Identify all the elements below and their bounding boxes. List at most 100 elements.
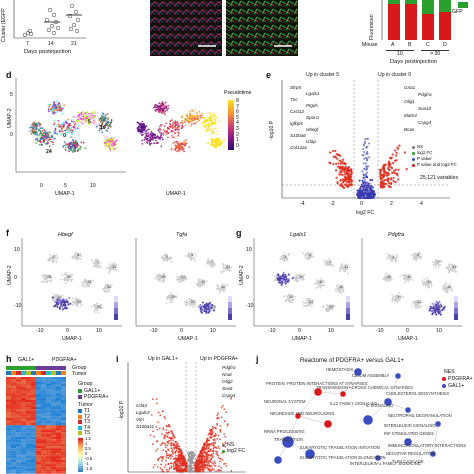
j-term: TRANSMISSION ACROSS CHEMICAL SYNAPSES xyxy=(316,385,413,390)
cluster-label-10: 10 xyxy=(100,125,106,131)
e-gene-right: Bcan xyxy=(404,127,415,132)
pseudotime-tick: 2 xyxy=(236,131,239,138)
h-col-pdgfra: PDGFRA+ xyxy=(52,357,77,363)
f-xlabel-2: UMAP-1 xyxy=(178,336,198,342)
svg-text:22: 22 xyxy=(417,299,422,304)
e-gene-right: Matn4 xyxy=(404,113,417,118)
g-gene1: Lgals1 xyxy=(290,232,307,238)
tick-x-f: -10 xyxy=(36,328,44,334)
mouse-label: Mouse xyxy=(362,42,378,48)
group-30-bar xyxy=(421,50,449,51)
cluster-label-0: 0 xyxy=(63,133,66,139)
panel-label-f: f xyxy=(6,228,9,238)
svg-text:13: 13 xyxy=(201,279,206,284)
h-legend-group-title: Group xyxy=(78,381,93,387)
tick-y-f: 10 xyxy=(14,247,20,253)
e-legend-dot xyxy=(412,158,415,161)
h-scale-tick: 1.5 xyxy=(85,436,91,441)
i-ylabel: -log10 P xyxy=(119,400,125,420)
j-network xyxy=(273,367,442,465)
panel-c-xlabel: Days postinjection xyxy=(390,59,438,65)
e-gene-right: Cspg4 xyxy=(418,120,432,125)
j-term: TLR4 CASCADE xyxy=(392,459,424,464)
i-gene-right: Cspg4 xyxy=(222,393,236,398)
bar-gfp-B xyxy=(405,0,417,4)
pseudotime-legend-title: Pseudotime xyxy=(224,90,252,96)
j-term: NEGATIVE REGULATION xyxy=(386,451,435,456)
panel-c-ylabel: Fluorescen xyxy=(369,14,375,40)
svg-text:1: 1 xyxy=(392,254,395,259)
tick-x-f: 10 xyxy=(96,328,102,334)
legend-gfp-swatch xyxy=(458,2,468,8)
cluster-label-5: 5 xyxy=(88,119,91,125)
h-scale-tick: 1 xyxy=(85,441,88,446)
svg-text:7: 7 xyxy=(437,259,440,264)
j-nes-gal1: GAL1+ xyxy=(448,383,465,389)
j-term: INF STIMULATED GENES xyxy=(384,431,434,436)
tick-x-g2: 10 xyxy=(436,328,442,334)
j-term: EUKARYOTIC TRANSLATION ELONGATION xyxy=(300,455,386,460)
j-nes-gal1-dot xyxy=(442,384,446,388)
i-gene-left: Lgals3 xyxy=(136,410,150,415)
panel-label-d: d xyxy=(6,70,12,80)
f-xlabel-1: UMAP-1 xyxy=(62,336,82,342)
h-scale-tick: -1.5 xyxy=(85,466,93,471)
e-ylabel: -log10 P xyxy=(269,120,275,140)
tick-x-f2: -10 xyxy=(150,328,158,334)
e-gene-left: Spon1 xyxy=(306,115,320,120)
panel-e-volcano xyxy=(281,80,450,199)
h-legend-pdgfra: PDGFRA+ xyxy=(84,394,109,400)
svg-text:16: 16 xyxy=(107,284,112,289)
tick-x-g2: 0 xyxy=(406,328,409,334)
h-legend-tumor-title: Tumor xyxy=(78,402,93,408)
j-term: TRANSLATION xyxy=(274,437,304,442)
i-legend-ns: NS xyxy=(227,442,235,448)
mouse-d: D xyxy=(443,42,447,48)
svg-text:13: 13 xyxy=(87,279,92,284)
j-title: Reactome of PDGFRA+ versus GAL1+ xyxy=(300,358,405,364)
i-gene-left: Cd44 xyxy=(136,403,147,408)
group-10-bar xyxy=(386,50,414,51)
h-tumor-swatch xyxy=(78,425,82,430)
h-tumor-swatch xyxy=(78,431,82,435)
tick-x-g: 10 xyxy=(328,328,334,334)
h-col-gal1: GAL1+ xyxy=(18,357,35,363)
pseudotime-tick: 0 xyxy=(236,142,239,149)
j-term: INTERLEUKIN SIGNALING xyxy=(384,423,436,428)
tick-x-f: 0 xyxy=(66,328,69,334)
svg-text:19: 19 xyxy=(57,294,62,299)
panel-d-ytick-5: 5 xyxy=(10,92,13,98)
svg-text:4: 4 xyxy=(417,252,420,257)
panel-a-plot xyxy=(13,0,86,39)
svg-text:31: 31 xyxy=(344,264,349,269)
j-term: HEMOSTASIS xyxy=(326,367,354,372)
svg-text:25: 25 xyxy=(211,304,216,309)
svg-text:16: 16 xyxy=(447,284,452,289)
svg-text:13: 13 xyxy=(319,279,324,284)
panel-c-bar-chart xyxy=(381,0,451,40)
h-legend-gal1: GAL1+ xyxy=(84,388,101,394)
mouse-b: B xyxy=(408,42,412,48)
svg-text:31: 31 xyxy=(112,264,117,269)
tick-x-f2: 10 xyxy=(210,328,216,334)
svg-text:1: 1 xyxy=(284,254,287,259)
svg-text:22: 22 xyxy=(309,299,314,304)
j-term: EUKARYOTIC TRANSLATION INITIATION xyxy=(300,445,380,450)
svg-text:25: 25 xyxy=(329,304,334,309)
h-scale-tick: -0.5 xyxy=(85,456,93,461)
e-gene-right: Olig1 xyxy=(404,99,415,104)
panel-d-ylabel: UMAP-2 xyxy=(7,108,13,128)
svg-text:22: 22 xyxy=(77,299,82,304)
panel-d-ytick-0: 0 xyxy=(10,132,13,138)
i-up-left: Up in GAL1+ xyxy=(148,356,178,362)
e-gene-left: Cxcl12 xyxy=(290,109,305,114)
panel-d-xtick-10: 10 xyxy=(90,183,96,189)
e-gene-right: Gria1 xyxy=(404,85,416,90)
j-term: CHOLESTEROL BIOSYNTHESIS xyxy=(386,391,450,396)
e-legend-dot xyxy=(412,152,415,155)
j-term: NEUTROPHIL DEGRANULATION xyxy=(388,413,452,418)
mouse-c: C xyxy=(426,42,430,48)
j-term: CILIUM ASSEMBLY xyxy=(352,373,390,378)
h-tumor-swatch xyxy=(78,420,82,424)
